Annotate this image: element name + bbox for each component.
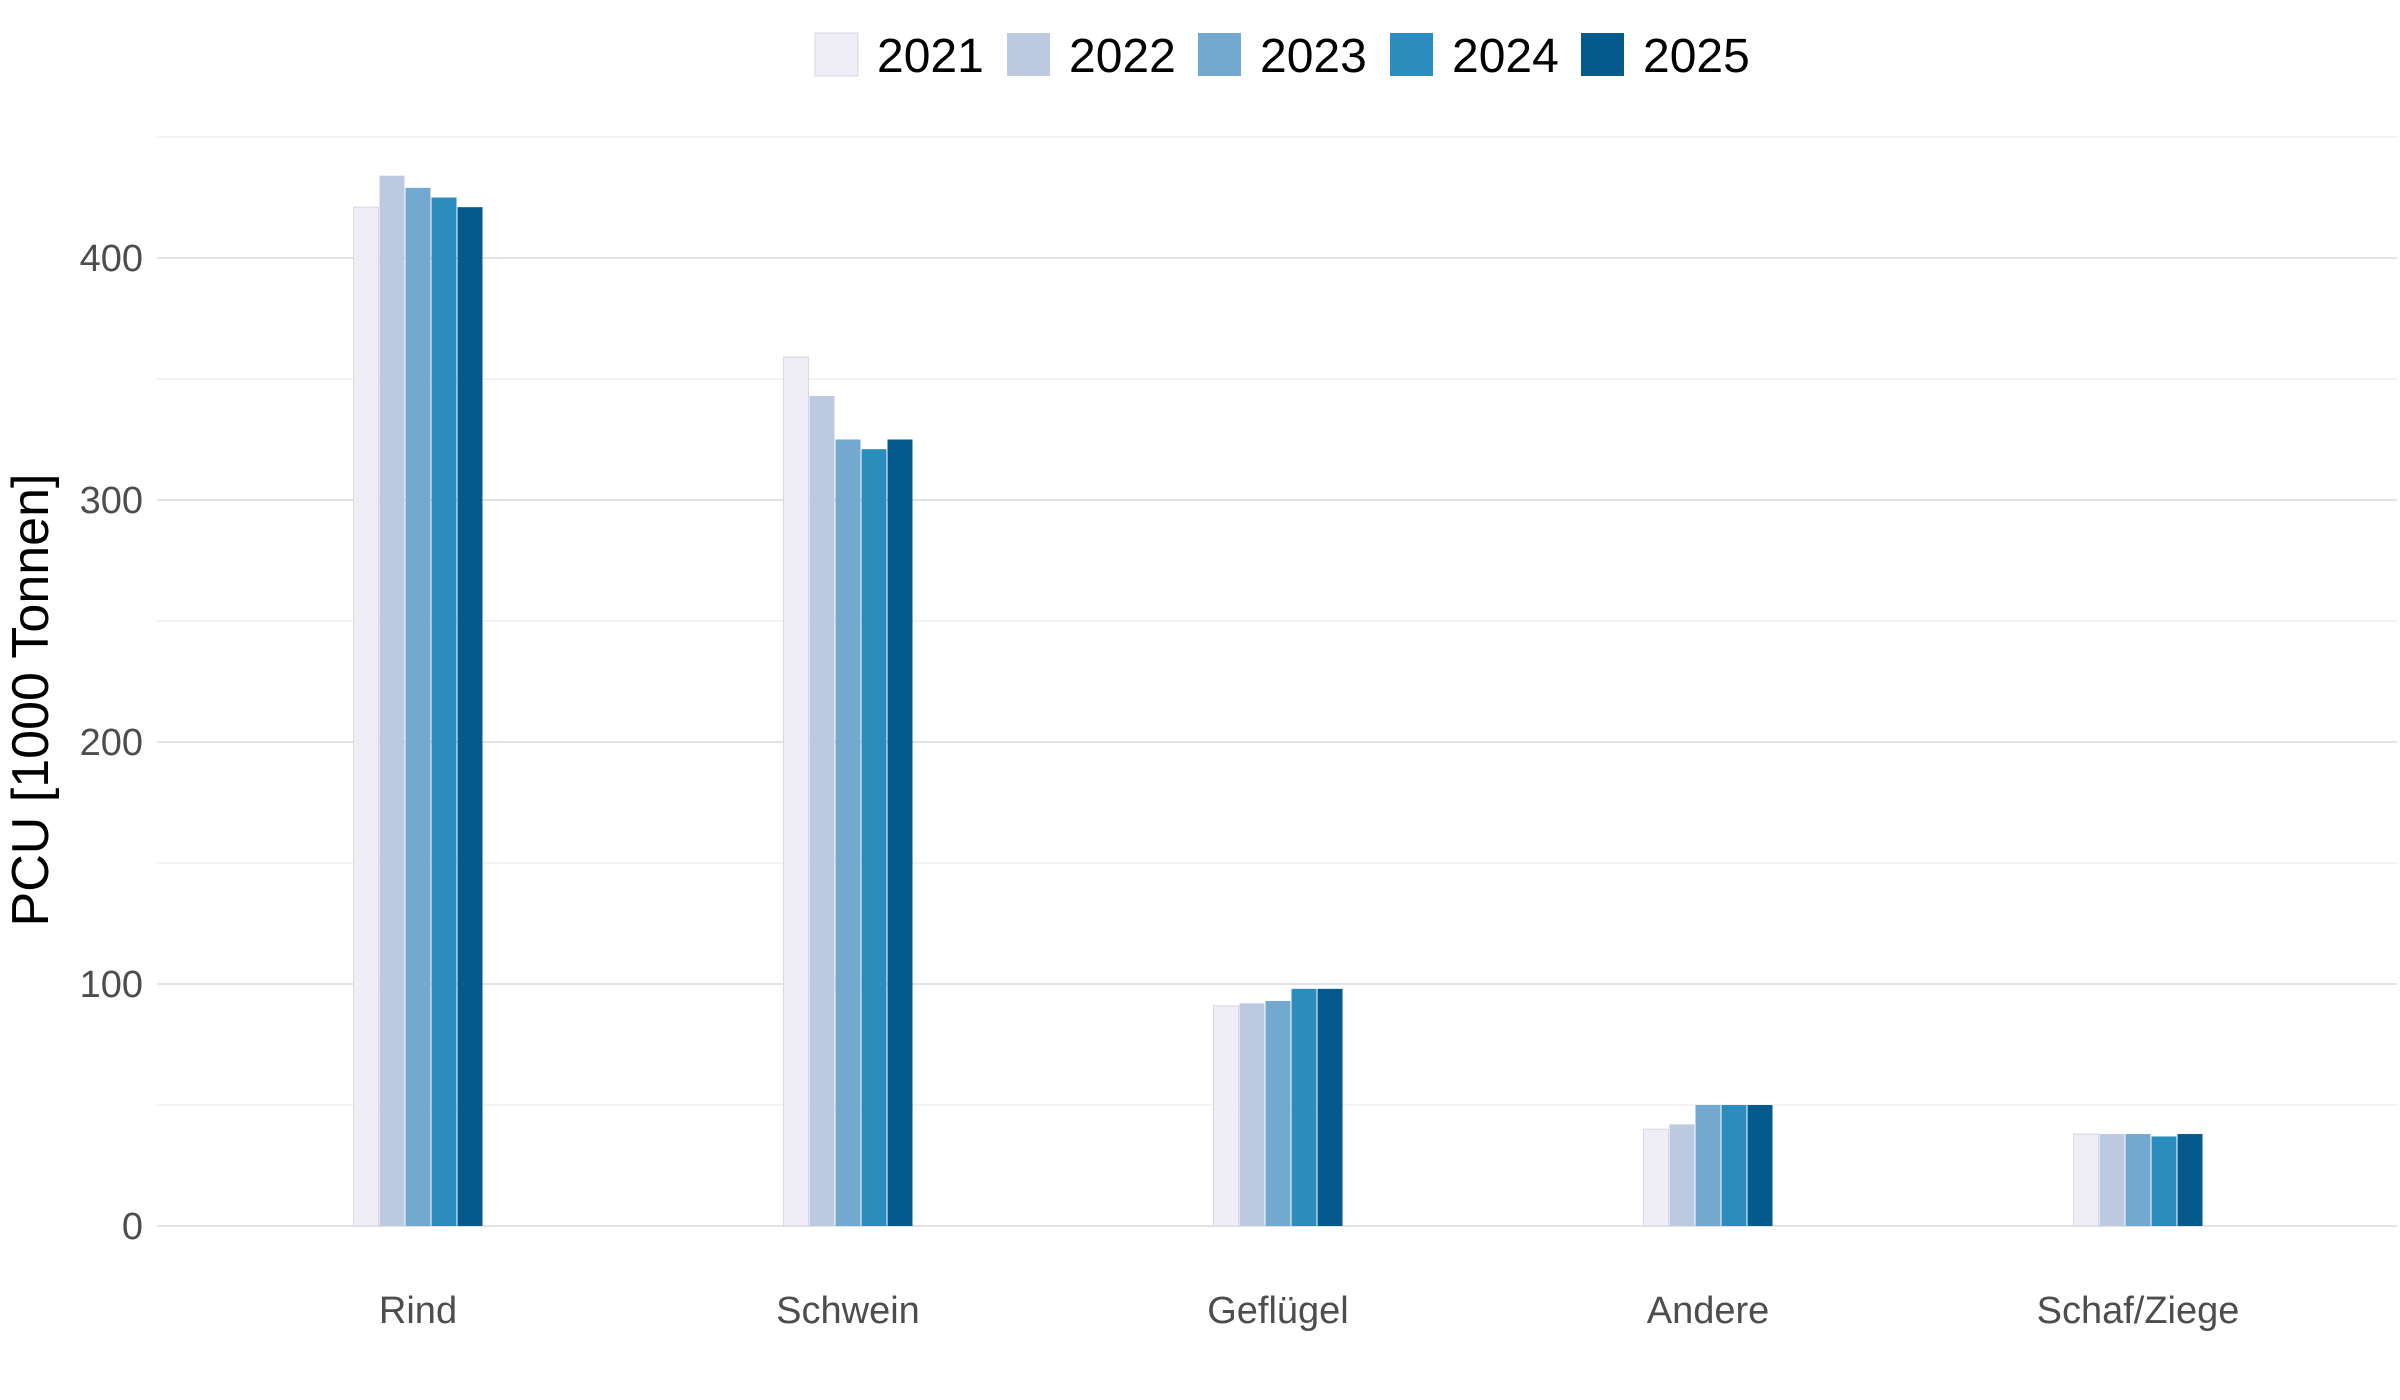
legend-label-2024: 2024 [1452, 30, 1559, 83]
bar-gefl-gel-2024 [1291, 988, 1317, 1226]
bar-schaf-ziege-2023 [2125, 1134, 2151, 1226]
bar-schwein-2021 [783, 356, 809, 1227]
legend-swatch-2023 [1198, 33, 1241, 76]
bar-schwein-2022 [809, 395, 835, 1226]
bar-gefl-gel-2025 [1317, 988, 1343, 1226]
legend-swatch-2022 [1007, 33, 1050, 76]
bar-andere-2025 [1747, 1105, 1773, 1226]
x-tick-label: Geflügel [1207, 1290, 1349, 1332]
bar-schwein-2024 [861, 449, 887, 1226]
legend-label-2022: 2022 [1069, 30, 1176, 83]
y-tick-label: 200 [80, 722, 143, 764]
bar-schaf-ziege-2022 [2099, 1134, 2125, 1226]
bar-rind-2023 [405, 187, 431, 1226]
legend-swatch-2025 [1581, 33, 1624, 76]
legend-label-2025: 2025 [1643, 30, 1750, 83]
legend-label-2023: 2023 [1260, 30, 1367, 83]
bar-rind-2022 [379, 175, 405, 1227]
bar-andere-2024 [1721, 1105, 1747, 1226]
bar-schwein-2023 [835, 439, 861, 1226]
x-tick-label: Rind [379, 1290, 457, 1332]
axis-layer: 0 100 200 300 400 Rind Schwein Geflügel Andere Sc… [80, 238, 2240, 1332]
bar-rind-2024 [431, 197, 457, 1226]
bar-andere-2021 [1643, 1128, 1669, 1227]
legend-label-2021: 2021 [877, 30, 984, 83]
bar-andere-2022 [1669, 1124, 1695, 1226]
bar-schaf-ziege-2025 [2177, 1134, 2203, 1226]
legend-swatch-2021 [814, 32, 859, 77]
x-tick-label: Andere [1647, 1290, 1770, 1332]
x-tick-label: Schaf/Ziege [2037, 1290, 2240, 1332]
bar-rind-2025 [457, 207, 483, 1226]
bar-gefl-gel-2022 [1239, 1003, 1265, 1226]
y-tick-label: 300 [80, 480, 143, 522]
bar-rind-2021 [353, 206, 379, 1227]
bar-schwein-2025 [887, 439, 913, 1226]
bar-schaf-ziege-2021 [2073, 1133, 2099, 1227]
legend: 2021 2022 2023 2024 2025 [814, 30, 1750, 83]
bar-gefl-gel-2021 [1213, 1005, 1239, 1227]
bars-layer [353, 175, 2203, 1227]
legend-swatch-2024 [1390, 33, 1433, 76]
bar-andere-2023 [1695, 1105, 1721, 1226]
bar-gefl-gel-2023 [1265, 1000, 1291, 1226]
y-tick-label: 400 [80, 238, 143, 280]
y-tick-label: 100 [80, 964, 143, 1006]
y-tick-label: 0 [122, 1206, 143, 1248]
x-tick-label: Schwein [776, 1290, 920, 1332]
bar-schaf-ziege-2024 [2151, 1136, 2177, 1226]
y-axis-label: PCU [1000 Tonnen] [2, 474, 60, 927]
